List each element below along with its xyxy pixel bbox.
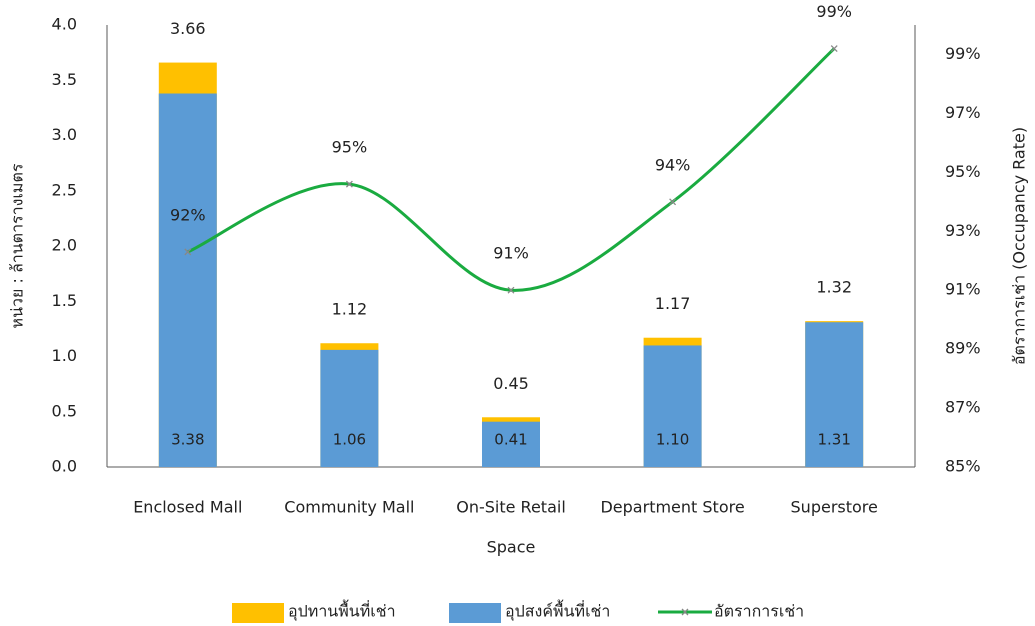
legend-swatch [232,603,284,623]
bar [643,345,702,467]
y2-tick-label: 95% [945,162,981,181]
y-tick-label: 2.5 [52,180,77,199]
y-tick-label: 3.0 [52,125,77,144]
legend-label: อัตราการเช่า [714,602,804,621]
data-label: 1.17 [655,294,691,313]
y2-tick-label: 99% [945,44,981,63]
data-label: 91% [493,244,529,263]
y-tick-label: 1.5 [52,291,77,310]
y2-tick-label: 97% [945,103,981,122]
y2-tick-label: 91% [945,280,981,299]
legend-label: อุปทานพื้นที่เช่า [288,600,396,622]
line-marker [669,198,677,206]
data-label: 94% [655,155,691,174]
data-label: 1.10 [656,431,689,449]
data-label: 3.66 [170,19,206,38]
y-axis-label: หน่วย : ล้านตารางเมตร [8,163,27,328]
x-tick-label: Enclosed Mall [133,498,242,517]
y2-tick-label: 89% [945,339,981,358]
y2-tick-label: 85% [945,457,981,476]
bar [805,322,864,467]
y-tick-label: 0.0 [52,457,77,476]
y2-axis-label: อัตราการเช่า (Occupancy Rate) [1010,127,1029,365]
bar [320,349,379,467]
data-label: 0.41 [494,431,527,449]
line-marker [830,45,838,53]
legend-label: อุปสงค์พื้นที่เช่า [505,600,610,622]
x-tick-label: Superstore [791,498,878,517]
y2-tick-label: 87% [945,398,981,417]
line-marker [184,248,192,256]
y-tick-label: 4.0 [52,15,77,34]
bar [158,93,217,467]
data-label: 95% [332,138,368,157]
legend-marker [681,608,689,616]
x-tick-label: On-Site Retail [456,498,566,517]
data-label: 0.45 [493,374,529,393]
x-axis-label: Space [487,538,536,557]
y2-tick-label: 93% [945,221,981,240]
y-tick-label: 2.0 [52,236,77,255]
line-marker [507,286,515,294]
x-tick-label: Department Store [600,498,744,517]
y-tick-label: 1.0 [52,346,77,365]
data-label: 1.32 [816,278,852,297]
bar [482,421,540,467]
y-tick-label: 3.5 [52,70,77,89]
data-label: 3.38 [171,431,204,449]
line-marker [345,180,353,188]
data-label: 1.31 [817,431,850,449]
data-label: 99% [816,2,852,21]
legend-swatch [449,603,501,623]
y-tick-label: 0.5 [52,401,77,420]
data-label: 92% [170,205,206,224]
x-tick-label: Community Mall [284,498,414,517]
data-label: 1.12 [332,300,368,319]
data-label: 1.06 [333,431,366,449]
